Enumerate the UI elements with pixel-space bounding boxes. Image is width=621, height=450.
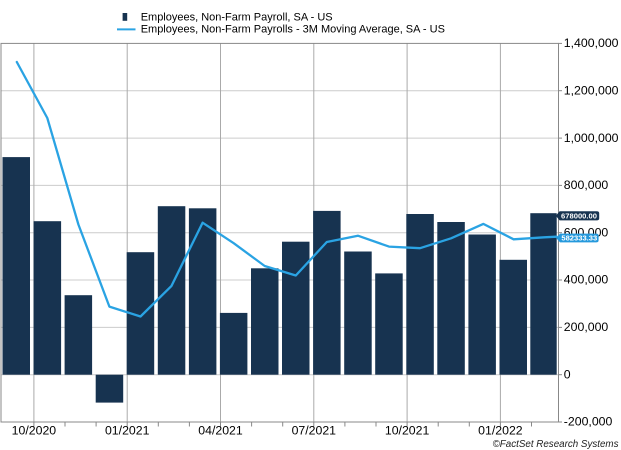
svg-text:0: 0 [564,367,571,381]
svg-text:04/2021: 04/2021 [198,424,243,438]
svg-text:01/2021: 01/2021 [105,424,150,438]
svg-text:Employees, Non-Farm Payroll, S: Employees, Non-Farm Payroll, SA - US [141,12,333,24]
svg-text:800,000: 800,000 [564,178,609,192]
svg-text:10/2021: 10/2021 [385,424,430,438]
svg-text:10/2020: 10/2020 [12,424,57,438]
svg-text:1,400,000: 1,400,000 [564,36,619,50]
svg-text:01/2022: 01/2022 [478,424,523,438]
svg-text:1,000,000: 1,000,000 [564,131,619,145]
svg-text:582333.33: 582333.33 [561,234,597,243]
svg-text:©FactSet Research Systems: ©FactSet Research Systems [493,439,619,450]
svg-text:07/2021: 07/2021 [292,424,337,438]
svg-text:Employees, Non-Farm Payrolls -: Employees, Non-Farm Payrolls - 3M Moving… [141,24,445,36]
svg-text:-200,000: -200,000 [564,415,613,429]
svg-text:200,000: 200,000 [564,320,609,334]
svg-text:400,000: 400,000 [564,273,609,287]
svg-text:1,200,000: 1,200,000 [564,84,619,98]
svg-text:678000.00: 678000.00 [561,211,597,220]
